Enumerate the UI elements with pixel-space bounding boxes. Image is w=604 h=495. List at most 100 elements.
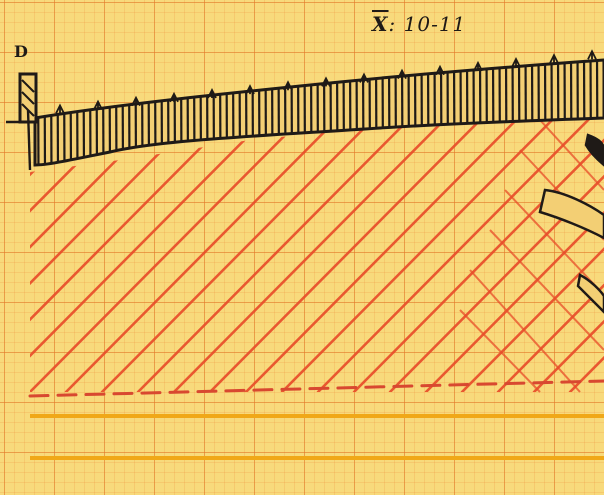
band-stroke	[108, 60, 112, 165]
band-stroke	[36, 60, 40, 165]
hatch-stroke	[30, 118, 322, 392]
hatch-stroke	[136, 118, 430, 392]
band-stroke	[433, 60, 437, 165]
grass-tuft	[587, 49, 597, 60]
band-stroke	[413, 60, 417, 165]
band-stroke	[75, 60, 79, 165]
band-stroke	[251, 60, 255, 165]
hatch-stroke	[424, 118, 604, 392]
band-stroke	[192, 60, 196, 165]
marker-label: D	[14, 42, 28, 61]
band-stroke	[205, 60, 209, 165]
band-stroke	[101, 60, 105, 165]
band-stroke	[420, 60, 424, 165]
grass-tuft	[131, 95, 141, 107]
grass-tuft	[93, 99, 103, 110]
grass-tuft	[321, 76, 331, 87]
band-stroke	[231, 60, 235, 165]
band-stroke	[238, 60, 242, 165]
band-stroke	[114, 60, 118, 165]
band-stroke	[127, 60, 131, 165]
band-stroke	[49, 60, 53, 165]
band-stroke	[576, 60, 580, 165]
band-stroke	[498, 60, 502, 165]
band-stroke	[368, 60, 372, 165]
band-stroke	[589, 60, 593, 165]
grass-tuft	[169, 91, 179, 103]
hatch-stroke	[30, 118, 286, 392]
right-edge-features	[538, 133, 604, 314]
hatch-stroke	[460, 118, 604, 392]
band-stroke	[283, 60, 287, 165]
grass-tuft	[473, 60, 483, 72]
band-stroke	[530, 60, 534, 165]
band-stroke	[56, 60, 60, 165]
hatch-stroke	[244, 118, 538, 392]
hatch-stroke	[388, 118, 604, 392]
band-stroke	[270, 60, 274, 165]
band-stroke	[322, 60, 326, 165]
band-stroke	[491, 60, 495, 165]
title-range: : 10-11	[388, 12, 467, 36]
band-stroke	[342, 60, 346, 165]
dashed-base-line	[28, 379, 604, 398]
grass-tuft	[283, 80, 293, 91]
band-stroke	[504, 60, 508, 165]
title-symbol: X	[372, 12, 389, 36]
grass-tuft	[435, 64, 445, 76]
hatch-stroke	[30, 118, 34, 392]
band-stroke	[43, 60, 47, 165]
section-title: X: 10-11	[372, 12, 466, 36]
hatch-stroke	[100, 118, 394, 392]
band-stroke	[517, 60, 521, 165]
band-stroke	[329, 60, 333, 165]
band-stroke	[244, 60, 248, 165]
band-stroke	[543, 60, 547, 165]
yellow-band-lower	[30, 456, 604, 460]
band-stroke	[361, 60, 365, 165]
grass-tuft	[359, 72, 369, 83]
band-stroke	[394, 60, 398, 165]
band-stroke	[277, 60, 281, 165]
band-stroke	[147, 60, 151, 165]
band-stroke	[374, 60, 378, 165]
hatch-stroke	[316, 118, 604, 392]
hatch-stroke	[532, 118, 604, 392]
band-stroke	[199, 60, 203, 165]
yellow-band-upper	[30, 414, 604, 418]
band-stroke	[186, 60, 190, 165]
grass-tuft	[397, 68, 407, 79]
grass-tufts	[55, 49, 597, 114]
band-stroke	[212, 60, 216, 165]
band-stroke	[173, 60, 177, 165]
band-stroke	[569, 60, 573, 165]
band-stroke	[387, 60, 391, 165]
band-stroke	[166, 60, 170, 165]
band-stroke	[309, 60, 313, 165]
band-stroke	[381, 60, 385, 165]
band-stroke	[82, 60, 86, 165]
band-stroke	[160, 60, 164, 165]
band-stroke	[316, 60, 320, 165]
band-stroke	[303, 60, 307, 165]
grass-tuft	[549, 53, 559, 64]
band-stroke	[582, 60, 586, 165]
band-stroke	[511, 60, 515, 165]
hatch-stroke	[208, 118, 502, 392]
band-stroke	[459, 60, 463, 165]
band-stroke	[426, 60, 430, 165]
post-marker	[6, 72, 38, 171]
band-stroke	[452, 60, 456, 165]
hatch-stroke	[280, 118, 574, 392]
grass-tuft	[245, 84, 255, 95]
hatch-stroke	[64, 118, 358, 392]
band-stroke	[95, 60, 99, 165]
band-stroke	[355, 60, 359, 165]
band-stroke	[121, 60, 125, 165]
band-stroke	[290, 60, 294, 165]
band-stroke	[563, 60, 567, 165]
grass-tuft	[511, 56, 521, 68]
band-stroke	[257, 60, 261, 165]
